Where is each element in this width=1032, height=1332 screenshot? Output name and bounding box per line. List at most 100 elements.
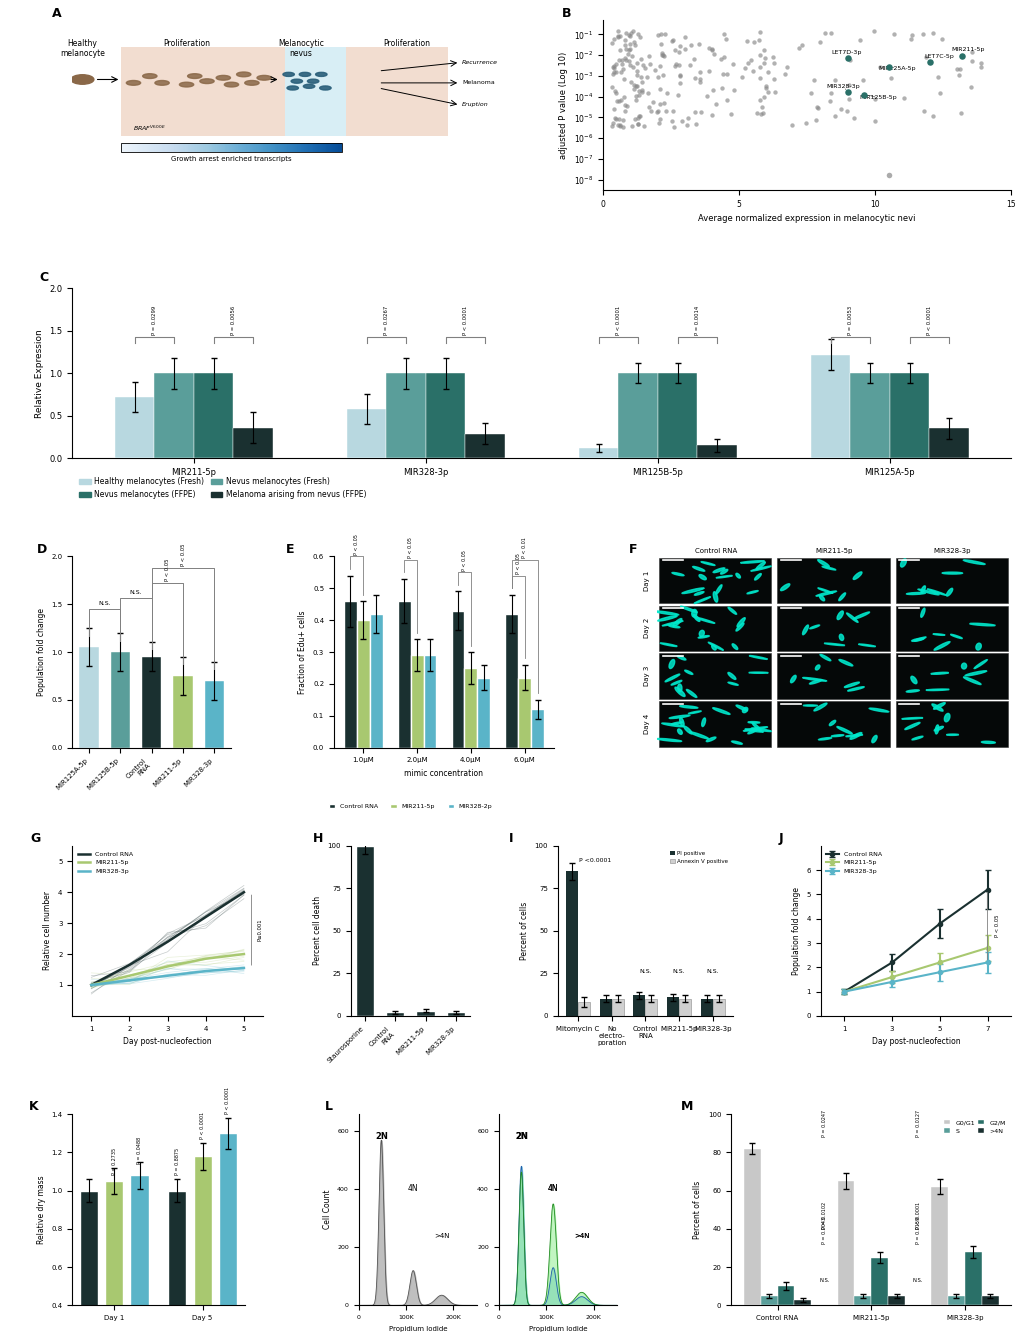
- Bar: [125, 144, 126, 152]
- Bar: [326, 144, 327, 152]
- Ellipse shape: [741, 561, 765, 563]
- Text: Recurrence: Recurrence: [462, 60, 498, 65]
- Text: 4N: 4N: [548, 1184, 558, 1192]
- Bar: [478, 678, 490, 747]
- Bar: [246, 144, 247, 152]
- Point: [964, 51, 980, 72]
- Line: Control RNA: Control RNA: [91, 892, 244, 984]
- Ellipse shape: [902, 718, 923, 719]
- Bar: [236, 144, 237, 152]
- Bar: [196, 144, 198, 152]
- Bar: [121, 144, 342, 152]
- Text: P <0.0001: P <0.0001: [579, 858, 611, 863]
- Bar: [566, 871, 578, 1016]
- Point: [866, 20, 882, 41]
- Bar: [147, 144, 148, 152]
- Ellipse shape: [853, 571, 862, 579]
- Point: [715, 64, 732, 85]
- Bar: [465, 433, 505, 458]
- Ellipse shape: [126, 80, 140, 85]
- Bar: [228, 144, 229, 152]
- Bar: [518, 678, 531, 747]
- Text: LET7C-5p: LET7C-5p: [925, 55, 954, 63]
- Text: 2N: 2N: [515, 1132, 527, 1142]
- Point: [737, 57, 753, 79]
- Bar: [267, 144, 268, 152]
- Ellipse shape: [981, 741, 995, 743]
- Point: [972, 56, 989, 77]
- Bar: [896, 654, 1008, 699]
- Text: >4N: >4N: [574, 1233, 589, 1239]
- Bar: [303, 144, 304, 152]
- Point: [955, 45, 971, 67]
- Ellipse shape: [756, 562, 766, 570]
- Point: [751, 29, 768, 51]
- Text: F: F: [628, 542, 637, 555]
- Bar: [173, 675, 193, 747]
- Bar: [312, 144, 313, 152]
- Ellipse shape: [680, 606, 698, 613]
- Ellipse shape: [663, 621, 683, 626]
- Point: [606, 61, 622, 83]
- Point: [672, 64, 688, 85]
- Ellipse shape: [699, 635, 709, 638]
- Ellipse shape: [660, 643, 677, 646]
- Bar: [261, 144, 262, 152]
- Bar: [285, 144, 286, 152]
- Text: N.S.: N.S.: [639, 970, 651, 975]
- Point: [651, 55, 668, 76]
- Point: [670, 84, 686, 105]
- Point: [757, 48, 774, 69]
- Point: [628, 61, 645, 83]
- FancyBboxPatch shape: [285, 47, 346, 136]
- Point: [630, 24, 646, 45]
- MIR211-5p: [237, 946, 250, 962]
- Point: [611, 109, 627, 131]
- Point: [633, 27, 649, 48]
- Point: [620, 24, 637, 45]
- Ellipse shape: [970, 623, 995, 626]
- Text: B: B: [562, 7, 572, 20]
- Point: [626, 75, 643, 96]
- Bar: [133, 144, 134, 152]
- Point: [643, 100, 659, 121]
- Ellipse shape: [814, 703, 827, 711]
- Text: P≤0.001: P≤0.001: [257, 919, 262, 942]
- Bar: [320, 144, 321, 152]
- Bar: [202, 144, 203, 152]
- Ellipse shape: [918, 589, 939, 595]
- Ellipse shape: [962, 663, 967, 669]
- Point: [783, 115, 800, 136]
- Ellipse shape: [837, 611, 843, 619]
- Bar: [213, 144, 214, 152]
- Point: [950, 64, 967, 85]
- Legend: Control RNA, MIR211-5p, MIR328-3p: Control RNA, MIR211-5p, MIR328-3p: [824, 848, 884, 876]
- Bar: [181, 144, 183, 152]
- Bar: [284, 144, 285, 152]
- Point: [665, 101, 681, 123]
- Point: [841, 88, 858, 109]
- Ellipse shape: [819, 595, 825, 601]
- Bar: [207, 144, 208, 152]
- Bar: [896, 606, 1008, 651]
- Point: [765, 47, 781, 68]
- Ellipse shape: [780, 583, 789, 590]
- Ellipse shape: [911, 638, 924, 642]
- Bar: [216, 144, 217, 152]
- Ellipse shape: [657, 738, 681, 742]
- Bar: [142, 144, 143, 152]
- Point: [630, 113, 646, 135]
- Ellipse shape: [216, 76, 230, 80]
- Point: [613, 61, 630, 83]
- Bar: [199, 144, 200, 152]
- Bar: [282, 144, 283, 152]
- Point: [724, 53, 741, 75]
- Point: [618, 49, 635, 71]
- Bar: [369, 614, 383, 747]
- Text: D: D: [37, 542, 47, 555]
- Bar: [296, 144, 297, 152]
- Text: P < 0.05: P < 0.05: [995, 915, 1000, 938]
- Bar: [316, 144, 318, 152]
- Bar: [204, 144, 205, 152]
- Bar: [175, 144, 176, 152]
